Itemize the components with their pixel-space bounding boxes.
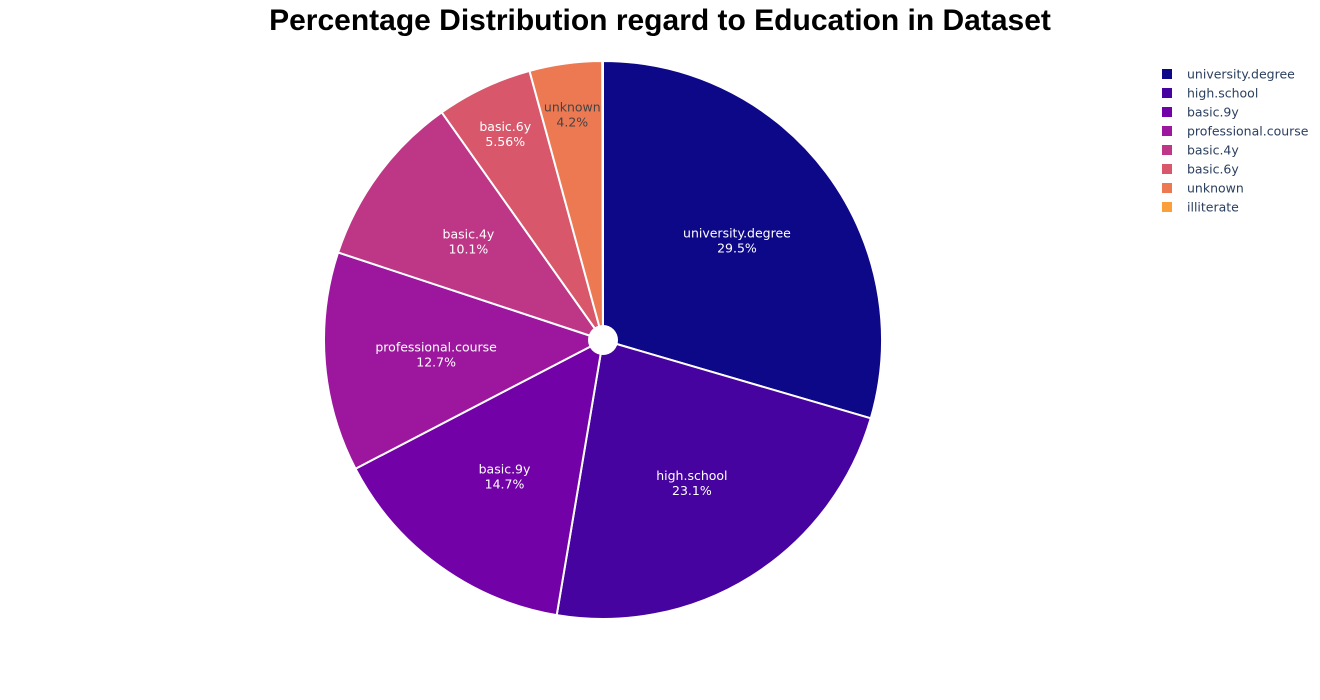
slice-label-high-school: high.school 23.1% [656, 468, 727, 498]
legend-label-basic-6y: basic.6y [1187, 162, 1239, 177]
pie-slice-university-degree[interactable] [602, 59, 883, 420]
legend-swatch-basic-9y [1162, 107, 1172, 117]
legend-label-basic-4y: basic.4y [1187, 143, 1239, 158]
legend-swatch-basic-6y [1162, 164, 1172, 174]
legend-item-basic-4y[interactable]: basic.4y [1162, 143, 1239, 158]
slice-label-basic-9y: basic.9y 14.7% [479, 461, 531, 491]
slice-label-basic-6y: basic.6y 5.56% [479, 119, 531, 149]
slice-label-basic-4y: basic.4y 10.1% [443, 226, 495, 256]
pie-slice-professional-course[interactable] [323, 251, 606, 471]
legend-item-basic-6y[interactable]: basic.6y [1162, 162, 1239, 177]
pie-slice-illiterate[interactable] [601, 59, 604, 341]
slice-label-professional-course: professional.course 12.7% [375, 339, 497, 369]
legend-swatch-illiterate [1162, 202, 1172, 212]
legend-item-university-degree[interactable]: university.degree [1162, 67, 1295, 82]
legend-swatch-high-school [1162, 88, 1172, 98]
slice-labels: university.degree 29.5% high.school 23.1% ba… [375, 99, 791, 498]
legend-swatch-university-degree [1162, 69, 1172, 79]
legend-item-professional-course[interactable]: professional.course [1162, 124, 1309, 139]
slice-label-university-degree: university.degree 29.5% [683, 226, 791, 256]
legend-label-illiterate: illiterate [1187, 200, 1239, 215]
legend-label-unknown: unknown [1187, 181, 1244, 196]
pie-slice-basic-4y[interactable] [336, 110, 606, 342]
legend-item-high-school[interactable]: high.school [1162, 86, 1258, 101]
slice-label-unknown: unknown 4.2% [544, 99, 601, 129]
legend-swatch-professional-course [1162, 126, 1172, 136]
pie-slice-basic-9y[interactable] [354, 338, 605, 617]
pie-hole [588, 325, 618, 355]
legend-swatch-unknown [1162, 183, 1172, 193]
pie-slices [323, 59, 883, 620]
legend: university.degree high.school basic.9y prof… [1162, 67, 1309, 215]
pie-slice-high-school[interactable] [555, 338, 873, 620]
legend-swatch-basic-4y [1162, 145, 1172, 155]
legend-label-university-degree: university.degree [1187, 67, 1295, 82]
legend-label-high-school: high.school [1187, 86, 1258, 101]
legend-item-illiterate[interactable]: illiterate [1162, 200, 1239, 215]
chart-title: Percentage Distribution regard to Educat… [269, 4, 1051, 37]
legend-item-unknown[interactable]: unknown [1162, 181, 1244, 196]
legend-item-basic-9y[interactable]: basic.9y [1162, 105, 1239, 120]
legend-label-professional-course: professional.course [1187, 124, 1309, 139]
legend-label-basic-9y: basic.9y [1187, 105, 1239, 120]
